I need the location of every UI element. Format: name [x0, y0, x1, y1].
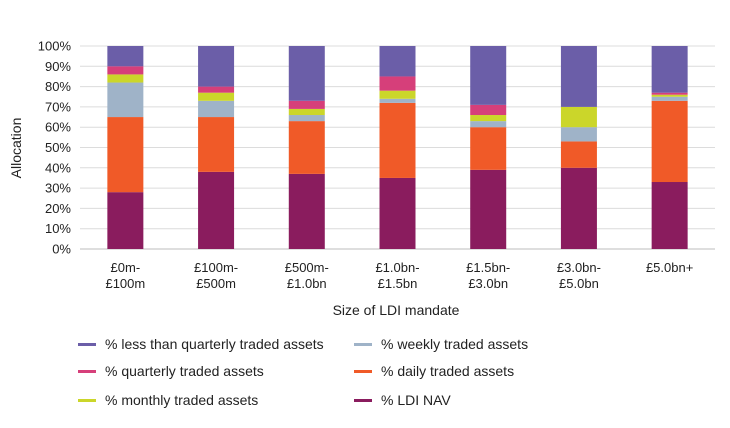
bar-segment	[379, 98, 416, 103]
bar-segment	[288, 115, 325, 122]
bar-segment	[288, 173, 325, 249]
legend-label: % daily traded assets	[381, 363, 515, 379]
legend-item: % weekly traded assets	[354, 336, 528, 352]
x-category-label: £3.0bn-	[557, 260, 601, 275]
bar-segment	[651, 96, 688, 101]
legend-label: % quarterly traded assets	[105, 363, 264, 379]
y-tick-label: 70%	[45, 99, 71, 114]
y-tick-label: 60%	[45, 120, 71, 135]
bar-segment	[379, 177, 416, 249]
legend-swatch	[354, 398, 372, 402]
bar-segment	[651, 46, 688, 93]
x-axis-title: Size of LDI mandate	[333, 302, 460, 318]
x-category-label: £1.0bn-	[375, 260, 419, 275]
bar-segment	[651, 94, 688, 97]
legend-item: % less than quarterly traded assets	[78, 336, 324, 352]
x-category-label: £5.0bn+	[646, 260, 693, 275]
bar-segment	[107, 74, 144, 83]
x-category-label: £100m-	[194, 260, 238, 275]
bar-segment	[288, 46, 325, 101]
legend-swatch	[78, 398, 96, 402]
bar-segment	[560, 46, 597, 107]
bar-segment	[288, 100, 325, 109]
bar-segment	[470, 169, 507, 249]
bar-segment	[651, 100, 688, 183]
x-category-label: £5.0bn	[559, 276, 599, 291]
legend-swatch	[354, 342, 372, 346]
y-tick-label: 90%	[45, 59, 71, 74]
bar-segment	[651, 182, 688, 249]
legend-label: % LDI NAV	[381, 392, 451, 408]
bar-segment	[288, 108, 325, 116]
bar-segment	[379, 90, 416, 99]
stacked-bar-chart: 0%10%20%30%40%50%60%70%80%90%100% £0m-£1…	[8, 39, 715, 318]
bars	[107, 46, 688, 249]
legend-swatch	[78, 342, 96, 346]
bar-segment	[288, 121, 325, 174]
x-axis-labels: £0m-£100m£100m-£500m£500m-£1.0bn£1.0bn-£…	[105, 260, 693, 291]
bar-segment	[560, 127, 597, 142]
bar-segment	[560, 141, 597, 168]
legend-label: % weekly traded assets	[381, 336, 529, 352]
bar-segment	[470, 104, 507, 116]
legend-label: % monthly traded assets	[105, 392, 259, 408]
x-category-label: £1.5bn	[378, 276, 418, 291]
bar-segment	[379, 102, 416, 178]
x-category-label: £500m-	[285, 260, 329, 275]
bar-segment	[651, 92, 688, 95]
y-tick-label: 40%	[45, 160, 71, 175]
bar-segment	[107, 46, 144, 67]
y-tick-label: 30%	[45, 181, 71, 196]
bar-segment	[107, 66, 144, 75]
bar-segment	[198, 171, 235, 249]
y-tick-label: 0%	[52, 242, 71, 257]
bar-segment	[107, 82, 144, 118]
bar-segment	[107, 117, 144, 193]
bar-segment	[198, 46, 235, 87]
bar-segment	[379, 46, 416, 77]
legend-swatch	[354, 369, 372, 373]
legend-item: % quarterly traded assets	[78, 363, 264, 379]
y-tick-label: 80%	[45, 79, 71, 94]
legend-item: % monthly traded assets	[78, 392, 258, 408]
y-tick-label: 20%	[45, 201, 71, 216]
bar-segment	[470, 121, 507, 128]
bar-segment	[560, 106, 597, 128]
y-axis-title: Allocation	[8, 118, 24, 179]
y-tick-label: 100%	[38, 39, 72, 54]
bar-segment	[198, 100, 235, 118]
bar-segment	[470, 127, 507, 170]
bar-segment	[470, 46, 507, 105]
legend-label: % less than quarterly traded assets	[105, 336, 324, 352]
x-category-label: £0m-	[111, 260, 141, 275]
legend-item: % LDI NAV	[354, 392, 451, 408]
x-category-label: £500m	[196, 276, 236, 291]
x-category-label: £1.0bn	[287, 276, 327, 291]
bar-segment	[379, 76, 416, 91]
legend-item: % daily traded assets	[354, 363, 514, 379]
bar-segment	[107, 192, 144, 249]
legend-swatch	[78, 369, 96, 373]
y-tick-label: 50%	[45, 140, 71, 155]
bar-segment	[198, 86, 235, 93]
bar-segment	[198, 117, 235, 172]
bar-segment	[198, 92, 235, 101]
x-category-label: £1.5bn-	[466, 260, 510, 275]
bar-segment	[560, 167, 597, 249]
x-category-label: £100m	[105, 276, 145, 291]
x-category-label: £3.0bn	[468, 276, 508, 291]
y-tick-label: 10%	[45, 221, 71, 236]
bar-segment	[470, 115, 507, 122]
y-axis-ticks: 0% 10% 20% 30% 40% 50% 60% 70% 80% 90% 100%	[38, 39, 72, 257]
